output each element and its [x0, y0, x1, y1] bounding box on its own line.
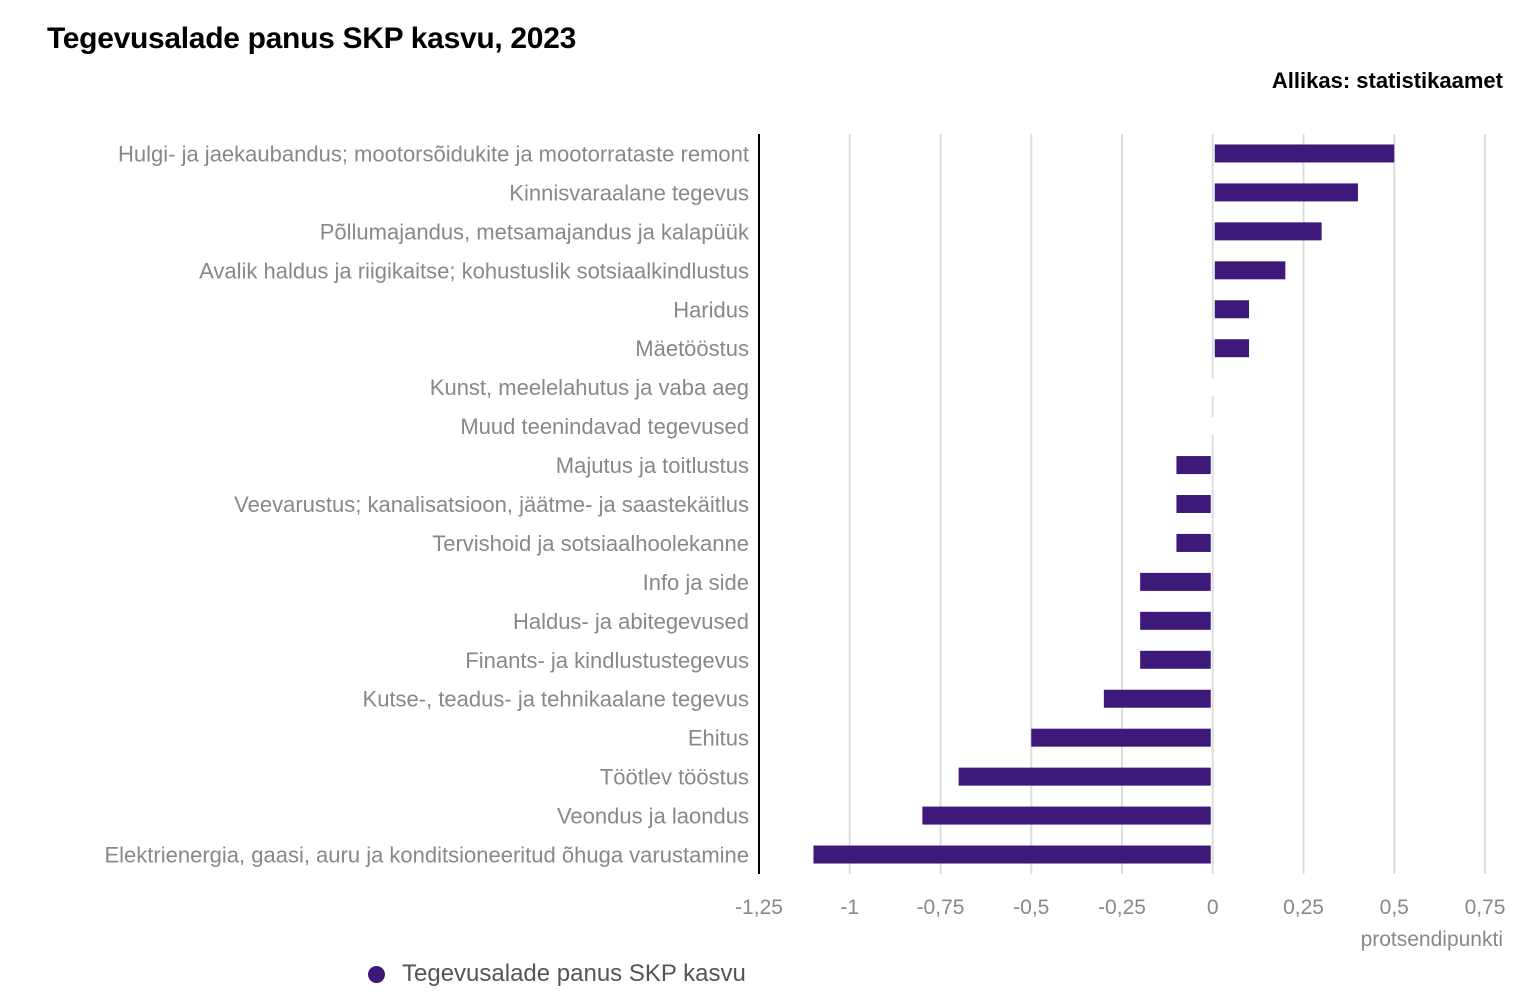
- bar: [958, 767, 1211, 786]
- x-tick-label: -1,25: [735, 896, 783, 919]
- category-label: Haridus: [673, 297, 749, 322]
- bar: [1103, 689, 1211, 708]
- category-label: Kutse-, teadus- ja tehnikaalane tegevus: [363, 687, 749, 712]
- category-label: Majutus ja toitlustus: [556, 453, 749, 478]
- category-label: Ehitus: [688, 726, 749, 751]
- bar: [1214, 261, 1286, 280]
- x-tick-label: 0,75: [1465, 896, 1506, 919]
- gridlines: [848, 134, 1486, 874]
- bar: [1176, 495, 1211, 513]
- x-tick-label: -0,5: [1013, 896, 1049, 919]
- category-label: Haldus- ja abitegevused: [513, 609, 749, 634]
- category-label: Elektrienergia, gaasi, auru ja konditsio…: [105, 843, 750, 868]
- bar: [1214, 222, 1322, 241]
- bar: [1209, 417, 1216, 436]
- x-tick-label: -1: [840, 896, 859, 919]
- category-label: Info ja side: [643, 570, 749, 595]
- x-tick-label: 0,5: [1380, 896, 1409, 919]
- category-label: Muud teenindavad tegevused: [460, 414, 749, 439]
- bar: [1176, 456, 1211, 475]
- tick-labels: -1,25 -1 -0,75 -0,5 -0,25 0 0,25 0,5 0,75: [735, 896, 1505, 919]
- bars: [813, 144, 1395, 864]
- bar: [1214, 144, 1395, 163]
- x-tick-label: 0,25: [1283, 896, 1324, 919]
- category-label: Kinnisvaraalane tegevus: [509, 180, 749, 205]
- bar-chart: Hulgi- ja jaekaubandus; mootorsõidukite …: [105, 134, 1505, 951]
- category-labels: Hulgi- ja jaekaubandus; mootorsõidukite …: [105, 141, 750, 867]
- legend: Tegevusalade panus SKP kasvu: [368, 960, 746, 988]
- category-label: Kunst, meelelahutus ja vaba aeg: [430, 375, 749, 400]
- bar: [922, 806, 1211, 825]
- bar: [1140, 572, 1211, 591]
- source-note: Allikas: statistikaamet: [1271, 68, 1503, 93]
- category-label: Tervishoid ja sotsiaalhoolekanne: [432, 531, 749, 556]
- bar: [1214, 300, 1250, 319]
- chart-title: Tegevusalade panus SKP kasvu, 2023: [47, 22, 576, 55]
- category-label: Hulgi- ja jaekaubandus; mootorsõidukite …: [118, 141, 749, 166]
- legend-label: Tegevusalade panus SKP kasvu: [402, 960, 746, 987]
- bar: [1214, 183, 1358, 202]
- x-tick-label: -0,75: [917, 896, 965, 919]
- category-label: Põllumajandus, metsamajandus ja kalapüük: [320, 219, 750, 244]
- category-label: Finants- ja kindlustustegevus: [465, 648, 749, 673]
- bar: [1031, 728, 1211, 747]
- bar: [813, 845, 1211, 864]
- bar: [1176, 533, 1211, 552]
- x-tick-label: 0: [1207, 896, 1219, 919]
- category-label: Veevarustus; kanalisatsioon, jäätme- ja …: [234, 492, 749, 517]
- x-axis-label: protsendipunkti: [1361, 928, 1503, 951]
- category-label: Avalik haldus ja riigikaitse; kohustusli…: [199, 258, 749, 283]
- category-label: Veondus ja laondus: [557, 804, 749, 829]
- bar: [1209, 378, 1216, 397]
- bar: [1214, 339, 1250, 358]
- legend-marker: [368, 965, 385, 983]
- bar: [1140, 611, 1211, 630]
- x-tick-label: -0,25: [1098, 896, 1146, 919]
- category-label: Töötlev tööstus: [600, 765, 749, 790]
- bar: [1140, 650, 1211, 669]
- category-label: Mäetööstus: [635, 336, 749, 361]
